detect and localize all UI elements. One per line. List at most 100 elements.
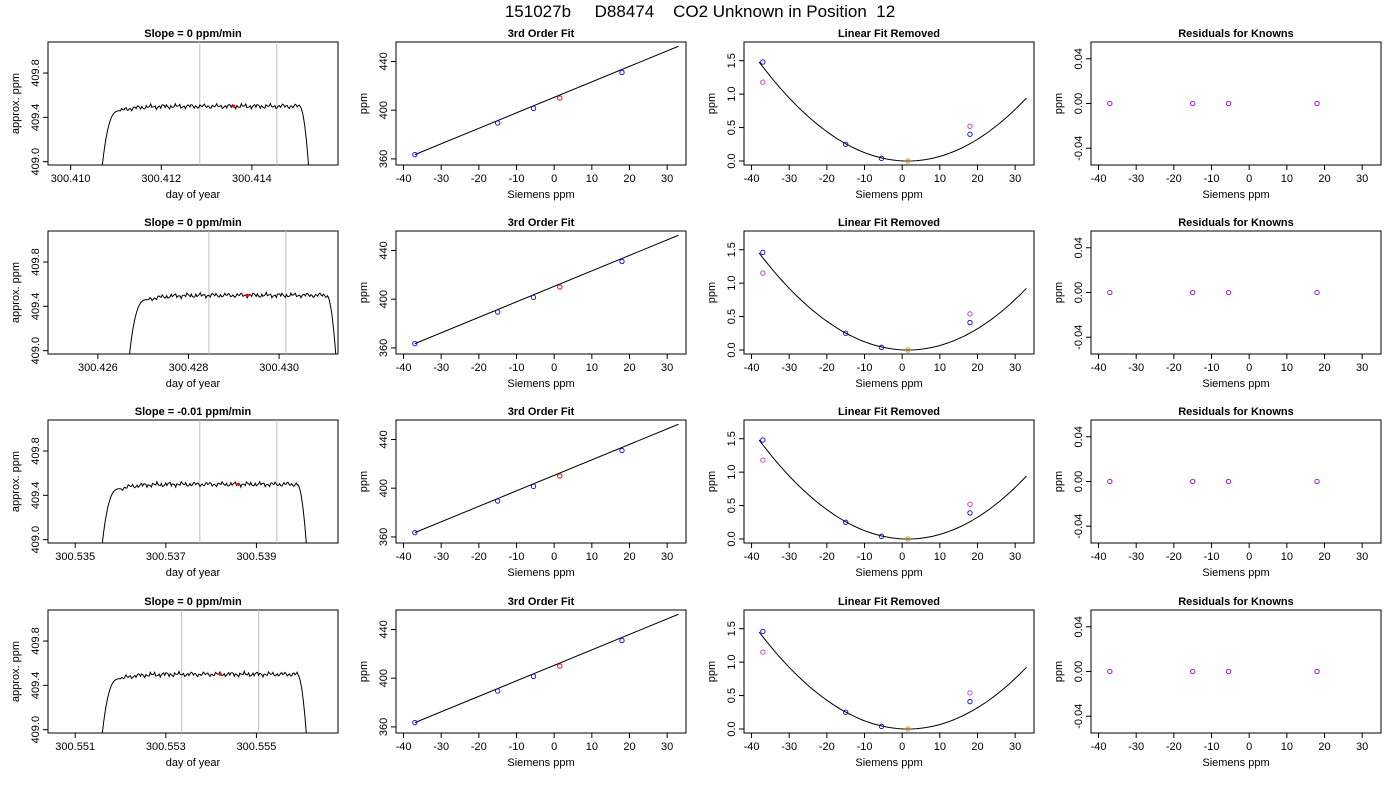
x-tick-label: 300.412	[141, 173, 181, 185]
panel-title: Slope = 0 ppm/min	[144, 217, 242, 229]
panel-1-0: Slope = 0 ppm/min 300.426 300.428 300.430 40…	[10, 217, 339, 390]
panel-title: Residuals for Knowns	[1178, 596, 1294, 608]
x-tick-label: -20	[471, 741, 487, 753]
y-axis-label: ppm	[1053, 661, 1065, 682]
y-tick-label: 409.0	[30, 716, 42, 744]
y-tick-label: 0.0	[726, 721, 738, 736]
y-axis-label: ppm	[706, 282, 718, 303]
panel-1-1: 3rd Order Fit -40 -30 -20 -10 0 10 20 30 360 400 44…	[358, 217, 687, 390]
y-tick-label: 409.4	[30, 482, 42, 510]
x-tick-label: -30	[433, 362, 449, 374]
x-tick-label: 30	[1009, 173, 1021, 185]
plot-frame	[743, 609, 1035, 734]
x-tick-label: -10	[1204, 741, 1220, 753]
linear-fit-point	[967, 123, 973, 129]
known-point	[1225, 668, 1232, 675]
known-point	[878, 723, 885, 729]
known-point	[760, 59, 766, 65]
x-tick-label: -20	[471, 551, 487, 563]
x-tick-label: -10	[857, 741, 873, 753]
x-tick-label: 30	[661, 362, 673, 374]
y-tick-label: 409.0	[30, 526, 42, 554]
y-tick-label: 409.4	[30, 104, 42, 132]
linear-fit-point	[967, 311, 973, 317]
y-tick-label: -0.04	[1073, 325, 1085, 350]
plot-frame	[1090, 41, 1382, 166]
y-tick-label: 1.0	[726, 464, 738, 479]
known-point	[412, 340, 418, 347]
x-tick-label: 30	[1356, 173, 1368, 185]
x-tick-label: 20	[1318, 551, 1330, 563]
data-layer	[412, 423, 679, 536]
panel-2-0: Slope = -0.01 ppm/min 300.535 300.537 300.5…	[10, 406, 339, 579]
linear-fit-point	[760, 270, 766, 276]
panel-3-3: Residuals for Knowns -40 -30 -20 -10 0 10 20 30 -…	[1053, 596, 1382, 769]
known-point	[1190, 478, 1196, 485]
x-tick-label: -10	[1204, 173, 1220, 185]
plot-frame	[47, 41, 339, 166]
known-point	[530, 294, 537, 301]
x-axis-label: Siemens ppm	[1202, 567, 1269, 579]
x-tick-label: -30	[1128, 173, 1144, 185]
known-point	[495, 309, 501, 315]
known-point	[760, 249, 766, 256]
known-point	[530, 483, 537, 490]
x-tick-label: -40	[1091, 741, 1107, 753]
panel-title: Slope = 0 ppm/min	[144, 596, 242, 608]
fit-curve	[758, 439, 1027, 540]
known-point	[495, 120, 501, 126]
known-point	[495, 688, 501, 694]
x-tick-label: -20	[819, 551, 835, 563]
known-point	[967, 131, 973, 137]
known-point	[843, 519, 849, 525]
known-point	[1190, 289, 1196, 296]
y-tick-label: 0.5	[726, 120, 738, 135]
x-tick-label: 20	[971, 551, 983, 563]
unknown-point	[905, 347, 911, 353]
trace-line	[129, 291, 337, 354]
y-tick-label: 400	[378, 669, 390, 687]
y-tick-label: 409.4	[30, 293, 42, 321]
linear-fit-point	[760, 649, 766, 655]
y-tick-label: 360	[378, 718, 390, 736]
panel-1-3: Residuals for Knowns -40 -30 -20 -10 0 10 20 30 -…	[1053, 217, 1382, 390]
data-layer	[758, 59, 1027, 164]
x-tick-label: 0	[1246, 741, 1252, 753]
plot-frame	[395, 419, 687, 544]
x-tick-label: 10	[586, 173, 598, 185]
x-tick-label: 30	[1356, 741, 1368, 753]
panel-title: Slope = 0 ppm/min	[144, 28, 242, 40]
panel-title: Residuals for Knowns	[1178, 406, 1294, 418]
panel-2-1: 3rd Order Fit -40 -30 -20 -10 0 10 20 30 360 400 44…	[358, 406, 687, 579]
x-axis-label: day of year	[166, 378, 221, 390]
unknown-point	[557, 473, 563, 479]
x-tick-label: 0	[1246, 362, 1252, 374]
x-tick-label: -40	[396, 551, 412, 563]
x-tick-label: -30	[781, 741, 797, 753]
x-tick-label: 300.535	[55, 551, 95, 563]
y-tick-label: 1.5	[726, 53, 738, 68]
x-axis-label: day of year	[166, 757, 221, 769]
panel-0-0: Slope = 0 ppm/min 300.410 300.412 300.414 40…	[10, 28, 339, 201]
x-tick-label: 10	[1281, 173, 1293, 185]
data-layer	[129, 231, 337, 354]
panel-title: Slope = -0.01 ppm/min	[135, 406, 252, 418]
x-tick-label: -20	[1166, 173, 1182, 185]
x-tick-label: -40	[396, 362, 412, 374]
known-point	[967, 319, 973, 326]
y-tick-label: 0.0	[726, 531, 738, 546]
known-point	[1107, 100, 1113, 107]
linear-fit-point	[967, 501, 973, 507]
x-tick-label: -30	[1128, 551, 1144, 563]
unknown-point	[557, 95, 563, 101]
known-point	[412, 719, 418, 726]
known-point	[1107, 289, 1113, 296]
linear-fit-point	[967, 690, 973, 696]
x-tick-label: 0	[551, 551, 557, 563]
y-tick-label: 360	[378, 150, 390, 168]
known-point	[878, 533, 885, 539]
x-tick-label: 10	[934, 362, 946, 374]
x-tick-label: -10	[509, 173, 525, 185]
x-tick-label: 10	[1281, 741, 1293, 753]
unknown-point	[557, 663, 563, 669]
